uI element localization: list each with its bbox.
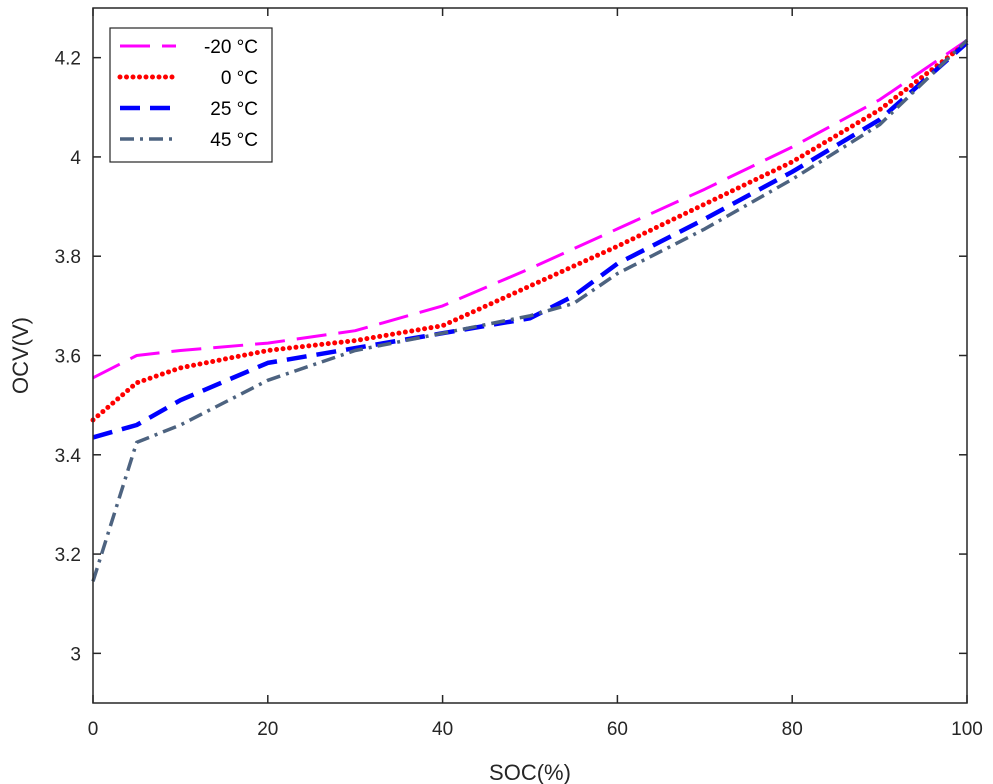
- series-line-3: [91, 39, 969, 582]
- x-tick-label: 0: [88, 719, 99, 740]
- y-tick-label: 4.2: [55, 49, 81, 70]
- y-axis-label: OCV(V): [8, 317, 33, 394]
- legend-label: -20 °C: [204, 37, 258, 58]
- x-tick-label: 40: [432, 719, 453, 740]
- y-axis-ticks: 3 3.2 3.4 3.6 3.8 4 4.2: [55, 49, 967, 665]
- legend-label: 0 °C: [221, 68, 258, 89]
- legend-label: 45 °C: [210, 130, 258, 151]
- y-tick-label: 3.8: [55, 247, 81, 268]
- legend-label: 25 °C: [210, 99, 258, 120]
- y-tick-label: 3.2: [55, 545, 81, 566]
- y-tick-label: 4: [70, 148, 81, 169]
- x-tick-label: 80: [782, 719, 803, 740]
- plot-lines: [90, 39, 970, 582]
- y-tick-label: 3: [70, 644, 81, 665]
- series-line-0: [92, 39, 968, 380]
- x-tick-label: 20: [257, 719, 278, 740]
- y-tick-label: 3.6: [55, 347, 81, 368]
- x-axis-label: SOC(%): [489, 760, 571, 784]
- y-tick-label: 3.4: [55, 446, 82, 467]
- series-line-2: [92, 41, 969, 440]
- series-line-1: [90, 40, 970, 423]
- x-tick-label: 60: [607, 719, 628, 740]
- x-axis-ticks: 0 20 40 60 80 100: [88, 8, 983, 740]
- legend: -20 °C 0 °C 25 °C 45 °C: [109, 27, 273, 163]
- legend-box: [109, 27, 273, 163]
- x-tick-label: 100: [951, 719, 983, 740]
